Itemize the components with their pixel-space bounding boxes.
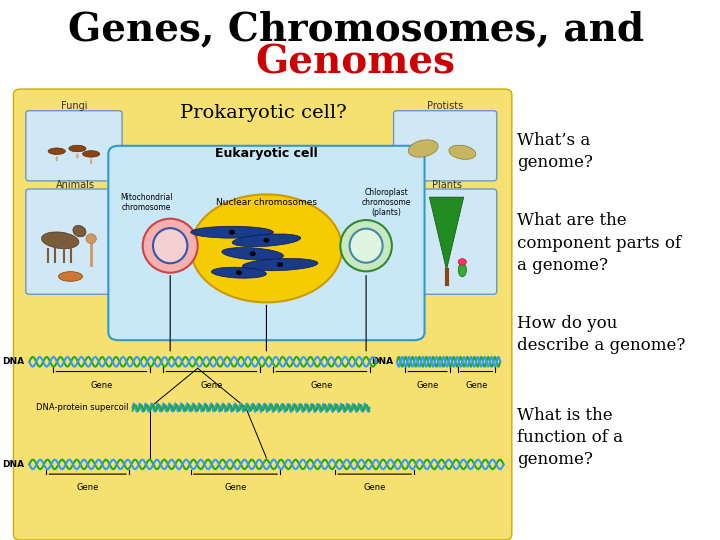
Polygon shape — [429, 197, 464, 270]
FancyBboxPatch shape — [397, 189, 497, 294]
Text: How do you
describe a genome?: How do you describe a genome? — [518, 315, 685, 354]
Text: Gene: Gene — [416, 381, 438, 390]
Text: What are the
component parts of
a genome?: What are the component parts of a genome… — [518, 212, 681, 274]
Ellipse shape — [191, 194, 342, 302]
Ellipse shape — [86, 234, 96, 244]
Ellipse shape — [458, 263, 467, 276]
Text: Eukaryotic cell: Eukaryotic cell — [215, 147, 318, 160]
Ellipse shape — [58, 272, 83, 281]
Ellipse shape — [42, 232, 79, 249]
Text: Prokaryotic cell?: Prokaryotic cell? — [179, 104, 346, 123]
Ellipse shape — [191, 226, 274, 238]
Text: DNA-protein supercoil: DNA-protein supercoil — [37, 403, 129, 412]
Ellipse shape — [222, 247, 284, 260]
Ellipse shape — [341, 220, 392, 271]
Ellipse shape — [212, 267, 266, 278]
Ellipse shape — [449, 145, 476, 159]
Ellipse shape — [264, 238, 269, 242]
Text: Chloroplast
chromosome
(plants): Chloroplast chromosome (plants) — [362, 187, 411, 218]
FancyBboxPatch shape — [14, 89, 512, 540]
FancyBboxPatch shape — [394, 111, 497, 181]
Text: What’s a
genome?: What’s a genome? — [518, 132, 593, 171]
Ellipse shape — [143, 219, 198, 273]
Text: Gene: Gene — [200, 381, 222, 390]
Text: What is the
function of a
genome?: What is the function of a genome? — [518, 407, 624, 468]
Ellipse shape — [250, 252, 256, 256]
FancyBboxPatch shape — [26, 189, 125, 294]
Text: Mitochondrial
chromosome: Mitochondrial chromosome — [120, 193, 172, 212]
Text: Fungi: Fungi — [60, 100, 87, 111]
Ellipse shape — [277, 262, 283, 267]
Ellipse shape — [408, 140, 438, 157]
Ellipse shape — [232, 234, 301, 247]
Ellipse shape — [243, 259, 318, 271]
Ellipse shape — [48, 148, 66, 154]
Text: Gene: Gene — [225, 483, 247, 492]
Ellipse shape — [458, 259, 467, 265]
Ellipse shape — [69, 145, 86, 152]
Text: Animals: Animals — [56, 180, 95, 190]
FancyBboxPatch shape — [26, 111, 122, 181]
Ellipse shape — [73, 225, 86, 237]
Text: Plants: Plants — [431, 180, 462, 190]
Text: Genomes: Genomes — [256, 43, 456, 81]
Ellipse shape — [83, 151, 100, 157]
Text: Gene: Gene — [310, 381, 333, 390]
Text: Genes, Chromosomes, and: Genes, Chromosomes, and — [68, 11, 644, 49]
Ellipse shape — [229, 230, 235, 234]
Ellipse shape — [153, 228, 187, 263]
Text: Nuclear chromosomes: Nuclear chromosomes — [216, 198, 317, 207]
FancyBboxPatch shape — [108, 146, 425, 340]
Ellipse shape — [350, 229, 382, 263]
Ellipse shape — [236, 271, 242, 275]
Text: Gene: Gene — [90, 381, 112, 390]
Text: DNA: DNA — [2, 460, 24, 469]
Text: Gene: Gene — [364, 483, 386, 492]
Text: DNA: DNA — [372, 357, 394, 366]
Text: Gene: Gene — [76, 483, 99, 492]
Text: DNA: DNA — [2, 357, 24, 366]
Text: Gene: Gene — [465, 381, 487, 390]
Text: Protists: Protists — [427, 100, 463, 111]
